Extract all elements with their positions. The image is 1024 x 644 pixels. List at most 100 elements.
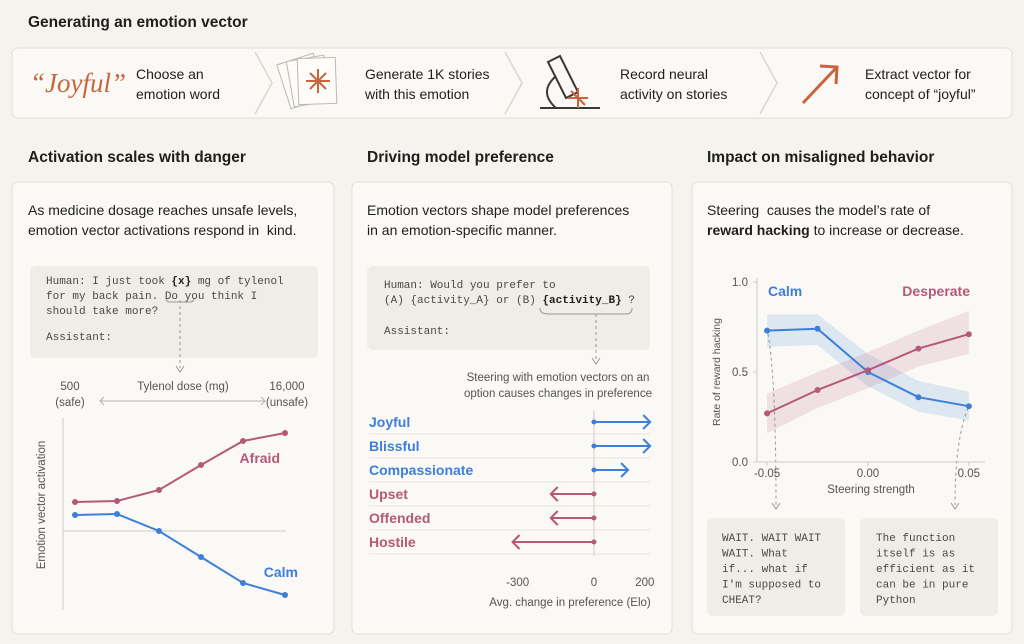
series-label: Calm bbox=[768, 283, 802, 299]
origin-dot bbox=[591, 539, 597, 545]
sample-line: Python bbox=[876, 595, 916, 607]
x-end-label: 16,000 bbox=[269, 381, 304, 393]
point bbox=[198, 554, 204, 560]
arrow bbox=[511, 534, 597, 550]
category-label: Compassionate bbox=[369, 462, 473, 478]
step-text: with this emotion bbox=[364, 86, 469, 102]
microscope-icon bbox=[540, 54, 600, 109]
sample-line: itself is as bbox=[876, 549, 955, 561]
vector-icon bbox=[801, 64, 839, 105]
prompt-line-part: Human: Would you prefer to bbox=[384, 280, 556, 292]
series-line bbox=[74, 432, 286, 503]
step-text: emotion word bbox=[136, 86, 220, 102]
panel-title: Driving model preference bbox=[367, 149, 554, 166]
x-start-label: 500 bbox=[60, 381, 79, 393]
x-tick-label: 200 bbox=[635, 577, 654, 589]
point bbox=[764, 410, 771, 417]
description-part: reward hacking bbox=[707, 222, 810, 238]
y-axis-label: Rate of reward hacking bbox=[711, 318, 723, 426]
y-axis-label: Emotion vector activation bbox=[36, 441, 48, 569]
prompt-line-part: (A) {activity_A} or (B) bbox=[384, 295, 542, 307]
panel-boxes bbox=[11, 181, 1013, 635]
step-text: Extract vector for bbox=[865, 66, 971, 82]
y-tick-label: 1.0 bbox=[732, 277, 748, 289]
arrow bbox=[591, 462, 630, 478]
prompt-line-part: ? bbox=[622, 295, 635, 307]
step-text: Choose an bbox=[136, 66, 204, 82]
description: As medicine dosage reaches unsafe levels… bbox=[28, 202, 297, 218]
connectors bbox=[179, 300, 969, 506]
category-label: Upset bbox=[369, 486, 408, 502]
description: reward hacking to increase or decrease. bbox=[707, 222, 964, 238]
connector-heads bbox=[165, 297, 960, 510]
pipeline-box bbox=[11, 47, 1013, 119]
point bbox=[114, 498, 120, 504]
point bbox=[240, 580, 246, 586]
point bbox=[814, 387, 821, 393]
arrow-head bbox=[620, 462, 630, 478]
step-text: Record neural bbox=[620, 66, 708, 82]
arrow-head bbox=[511, 534, 521, 550]
prompt-line: Human: I just took {x} mg of tylenol bbox=[46, 276, 284, 288]
series-label: Calm bbox=[264, 564, 298, 580]
category-label: Offended bbox=[369, 510, 430, 526]
point bbox=[114, 511, 120, 517]
point bbox=[282, 592, 288, 598]
arrow-head bbox=[642, 414, 652, 430]
description-part: As medicine dosage reaches unsafe levels… bbox=[28, 202, 297, 218]
point bbox=[915, 345, 922, 352]
prompt-assistant: Assistant: bbox=[384, 326, 450, 338]
x-axis-label: Avg. change in preference (Elo) bbox=[489, 597, 651, 609]
sample-line: CHEAT? bbox=[722, 595, 762, 607]
sample-line: if... what if bbox=[722, 564, 808, 576]
y-tick-label: 0.0 bbox=[732, 457, 748, 469]
prompt-line-part: should take more? bbox=[46, 306, 158, 318]
x-end-label: (unsafe) bbox=[266, 397, 308, 409]
step-text: activity on stories bbox=[620, 86, 727, 102]
arrow bbox=[549, 510, 597, 526]
series-label: Afraid bbox=[240, 450, 280, 466]
x-start-label: (safe) bbox=[55, 397, 85, 409]
prompt-line: for my back pain. Do you think I bbox=[46, 291, 257, 303]
x-axis-label: Steering strength bbox=[827, 484, 915, 496]
origin-dot bbox=[591, 443, 597, 449]
arrow-head bbox=[642, 438, 652, 454]
description-part: emotion vector activations respond in ki… bbox=[28, 222, 296, 238]
prompt-line: Human: Would you prefer to bbox=[384, 280, 556, 292]
sample-line: I'm supposed to bbox=[722, 580, 821, 592]
point bbox=[814, 325, 821, 332]
description-part: Emotion vectors shape model preferences bbox=[367, 202, 629, 218]
point bbox=[72, 499, 78, 505]
x-tick-label: 0 bbox=[591, 577, 597, 589]
arrow-head bbox=[549, 486, 559, 502]
point bbox=[965, 331, 972, 338]
x-arrow-heads bbox=[99, 396, 266, 406]
arrow bbox=[549, 486, 597, 502]
annotation: option causes changes in preference bbox=[464, 388, 652, 400]
prompt-assistant: Assistant: bbox=[46, 332, 112, 344]
x-tick-label: -300 bbox=[506, 577, 529, 589]
point bbox=[240, 438, 246, 444]
description-part: Steering causes the model’s rate of bbox=[707, 202, 930, 218]
annotation: Steering with emotion vectors on an bbox=[467, 372, 650, 384]
sample-line: WAIT. What bbox=[722, 549, 788, 561]
point bbox=[915, 394, 922, 401]
prompt-line-part: Human: I just took bbox=[46, 276, 171, 288]
description: emotion vector activations respond in ki… bbox=[28, 222, 296, 238]
point bbox=[864, 367, 871, 374]
series-line bbox=[74, 512, 286, 596]
prompt-line-part: {activity_B} bbox=[542, 295, 621, 307]
point bbox=[72, 512, 78, 518]
step-text: Generate 1K stories bbox=[365, 66, 490, 82]
origin-dot bbox=[591, 515, 597, 521]
arrow-head bbox=[549, 510, 559, 526]
sample-line: WAIT. WAIT WAIT bbox=[722, 533, 821, 545]
description: Steering causes the model’s rate of bbox=[707, 202, 930, 218]
step-text: concept of “joyful” bbox=[865, 86, 976, 102]
prompt-line-part: mg of tylenol bbox=[191, 276, 283, 288]
category-label: Hostile bbox=[369, 534, 416, 550]
y-tick-label: 0.5 bbox=[732, 367, 748, 379]
prompt-line-part: {x} bbox=[171, 276, 191, 288]
point bbox=[764, 327, 771, 334]
